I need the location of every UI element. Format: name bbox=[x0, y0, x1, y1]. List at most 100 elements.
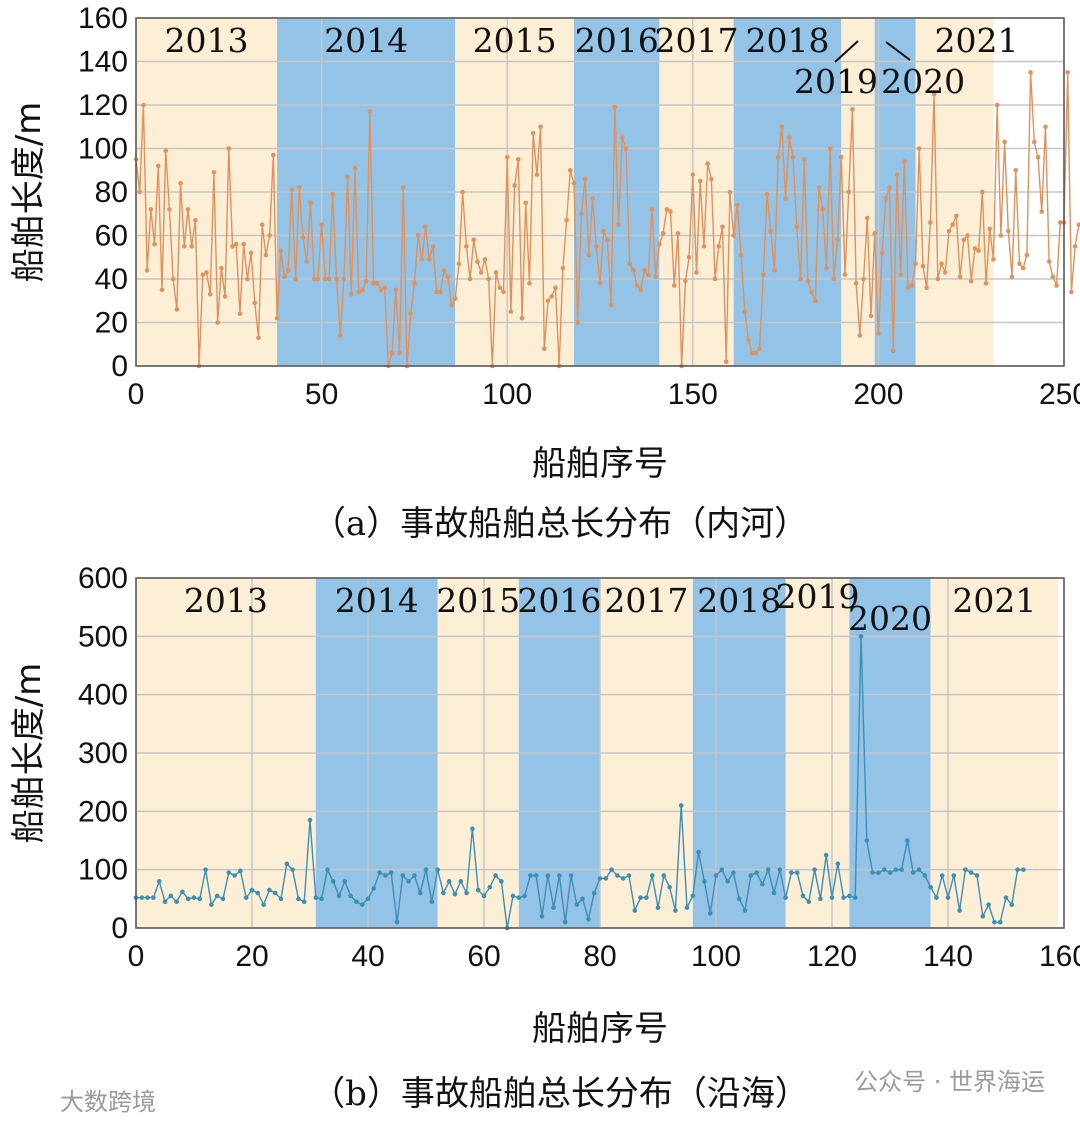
data-point bbox=[233, 241, 239, 247]
data-point bbox=[950, 222, 955, 227]
data-point bbox=[319, 896, 324, 902]
y-tick-label: 500 bbox=[78, 620, 128, 653]
data-point bbox=[783, 196, 788, 201]
data-point bbox=[864, 215, 870, 221]
data-point bbox=[144, 268, 150, 273]
data-point bbox=[998, 233, 1004, 238]
data-point bbox=[467, 276, 473, 282]
data-point bbox=[1017, 261, 1022, 267]
year-label-2019: 2019 bbox=[776, 577, 860, 616]
data-point bbox=[167, 207, 172, 212]
data-point bbox=[348, 893, 353, 899]
data-point bbox=[394, 919, 400, 925]
data-point bbox=[249, 887, 255, 893]
data-point bbox=[590, 196, 595, 201]
series-line bbox=[136, 636, 1024, 929]
data-point bbox=[323, 276, 328, 282]
x-tick-label: 250 bbox=[1039, 378, 1080, 411]
data-point bbox=[285, 268, 291, 273]
data-point bbox=[1009, 274, 1015, 280]
data-point bbox=[702, 879, 707, 884]
data-point bbox=[972, 246, 978, 251]
data-point bbox=[1009, 902, 1015, 907]
data-point bbox=[634, 283, 640, 288]
data-point bbox=[690, 893, 696, 899]
data-point bbox=[174, 307, 180, 312]
data-point bbox=[557, 873, 562, 878]
year-label-2018: 2018 bbox=[745, 21, 829, 60]
data-point bbox=[237, 311, 243, 317]
data-point bbox=[857, 333, 863, 338]
year-label-2019: 2019 bbox=[794, 62, 878, 101]
year-label-2021: 2021 bbox=[952, 581, 1036, 620]
data-point bbox=[181, 244, 187, 249]
data-point bbox=[408, 311, 413, 317]
data-point bbox=[876, 870, 881, 875]
data-point bbox=[256, 335, 261, 341]
data-point bbox=[575, 320, 581, 325]
data-point bbox=[668, 209, 673, 214]
data-point bbox=[429, 899, 435, 905]
data-point bbox=[879, 250, 885, 256]
data-point bbox=[986, 902, 991, 907]
data-point bbox=[568, 873, 574, 878]
year-label-2013: 2013 bbox=[184, 581, 268, 620]
data-point bbox=[671, 283, 677, 288]
data-point bbox=[579, 211, 584, 217]
data-point bbox=[501, 289, 506, 295]
data-point bbox=[887, 870, 893, 875]
data-point bbox=[278, 896, 284, 902]
data-point bbox=[371, 281, 376, 286]
year-label-2016: 2016 bbox=[575, 21, 659, 60]
data-point bbox=[965, 233, 970, 238]
data-point bbox=[533, 873, 539, 878]
data-point bbox=[609, 867, 614, 872]
data-point bbox=[220, 896, 226, 902]
data-point bbox=[945, 895, 951, 900]
data-point bbox=[170, 276, 176, 282]
data-point bbox=[438, 289, 443, 295]
data-point bbox=[304, 259, 310, 264]
data-point bbox=[1021, 867, 1026, 872]
data-point bbox=[920, 263, 926, 269]
data-point bbox=[768, 228, 774, 234]
data-point bbox=[593, 244, 599, 249]
data-point bbox=[263, 252, 269, 258]
data-point bbox=[842, 272, 848, 277]
data-point bbox=[684, 905, 690, 910]
y-tick-label: 80 bbox=[95, 176, 128, 209]
data-point bbox=[1013, 167, 1019, 173]
data-point bbox=[868, 313, 874, 319]
data-point bbox=[363, 278, 369, 284]
data-point bbox=[931, 91, 937, 97]
data-point bbox=[736, 896, 742, 902]
data-point bbox=[800, 893, 806, 899]
data-point bbox=[296, 896, 301, 902]
data-point bbox=[452, 891, 458, 897]
data-point bbox=[957, 274, 963, 280]
data-point bbox=[765, 867, 771, 872]
data-point bbox=[928, 220, 933, 225]
data-point bbox=[549, 294, 555, 299]
data-point bbox=[853, 281, 859, 286]
data-point bbox=[772, 268, 777, 273]
data-point bbox=[887, 185, 892, 190]
data-point bbox=[632, 908, 638, 913]
data-point bbox=[794, 870, 800, 875]
data-point bbox=[423, 224, 428, 230]
data-point bbox=[1072, 244, 1078, 249]
data-point bbox=[655, 905, 661, 910]
data-point bbox=[909, 283, 915, 288]
data-point bbox=[156, 879, 162, 884]
data-point bbox=[330, 191, 336, 197]
data-point bbox=[211, 170, 217, 175]
leader-line-2020 bbox=[885, 41, 911, 61]
data-point bbox=[775, 154, 781, 160]
x-tick-label: 100 bbox=[482, 378, 532, 411]
data-point bbox=[586, 916, 591, 922]
data-point bbox=[846, 189, 852, 195]
data-point bbox=[725, 879, 730, 884]
data-point bbox=[141, 102, 146, 108]
watermark-right: 公众号 · 世界海运 bbox=[854, 1068, 1045, 1096]
data-point bbox=[207, 291, 213, 297]
